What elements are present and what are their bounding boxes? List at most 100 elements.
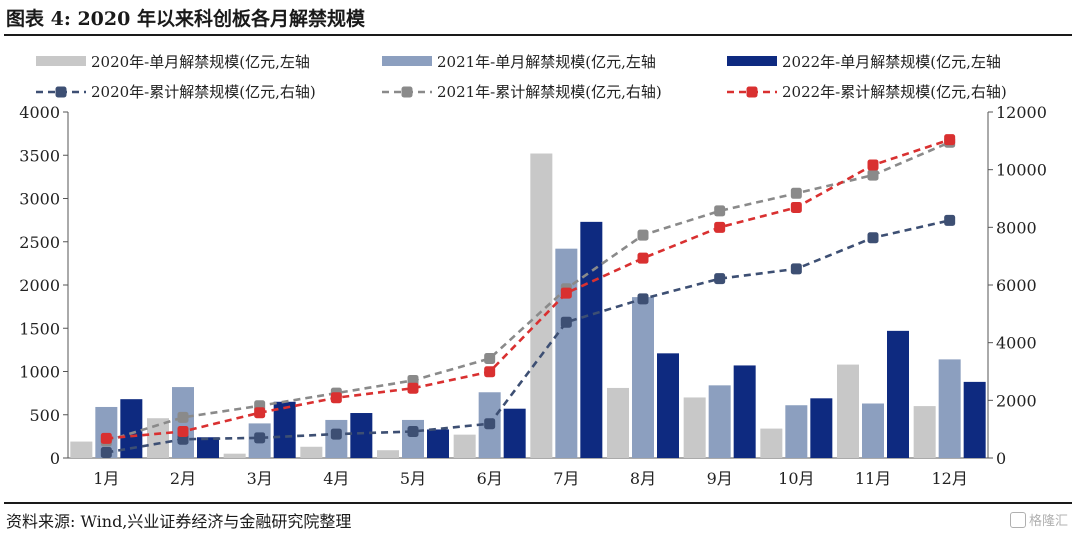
left-tick-label: 4000 <box>19 103 60 122</box>
bar-1-1 <box>70 441 93 458</box>
line-point-1-6 <box>484 418 496 430</box>
source-note: 资料来源: Wind,兴业证券经济与金融研究院整理 <box>6 512 352 531</box>
line-point-1-1 <box>100 447 112 459</box>
left-tick-label: 1000 <box>19 363 60 382</box>
x-tick-label: 6月 <box>477 469 503 488</box>
right-tick-label: 8000 <box>996 218 1037 237</box>
legend-swatch-bar-1 <box>36 56 86 66</box>
line-point-1-7 <box>560 316 572 328</box>
bar-2-7 <box>555 248 578 458</box>
line-point-1-5 <box>407 425 419 437</box>
bar-3-8 <box>657 353 679 458</box>
right-tick-label: 10000 <box>996 161 1047 180</box>
right-tick-label: 12000 <box>996 103 1047 122</box>
legend-swatch-bar-2 <box>382 56 432 66</box>
right-tick-label: 4000 <box>996 334 1037 353</box>
legend-label-line-2: 2021年-累计解禁规模(亿元,右轴) <box>437 83 662 101</box>
line-point-3-8 <box>637 252 649 264</box>
bars-group <box>70 153 986 458</box>
line-point-1-11 <box>867 232 879 244</box>
line-series-2 <box>105 141 951 443</box>
bar-3-10 <box>810 398 833 458</box>
line-point-3-11 <box>867 159 879 171</box>
x-tick-label: 5月 <box>400 469 426 488</box>
legend-label-bar-2: 2021年-单月解禁规模(亿元,左轴 <box>437 53 656 71</box>
legend: 2020年-单月解禁规模(亿元,左轴 2021年-单月解禁规模(亿元,左轴 2022… <box>36 53 1007 101</box>
line-point-3-2 <box>177 425 189 437</box>
bar-2-10 <box>785 405 808 458</box>
lines-group <box>100 134 956 459</box>
x-tick-label: 2月 <box>170 469 196 488</box>
line-point-1-10 <box>790 263 802 275</box>
left-tick-label: 500 <box>29 406 60 425</box>
line-point-3-6 <box>484 366 496 378</box>
line-point-2-10 <box>790 187 802 199</box>
line-point-3-4 <box>330 392 342 404</box>
bar-3-3 <box>273 401 296 458</box>
chart-axes: 0 500 1000 1500 2000 2500 3000 3500 4000 0 2000 400… <box>19 103 1047 488</box>
bar-1-10 <box>760 428 783 458</box>
right-tick-label: 0 <box>996 449 1006 468</box>
line-point-1-12 <box>944 214 956 226</box>
legend-swatch-bar-3 <box>727 56 777 66</box>
x-tick-label: 1月 <box>93 469 119 488</box>
line-point-3-12 <box>944 134 956 146</box>
line-point-3-7 <box>560 287 572 299</box>
bar-3-5 <box>427 429 449 458</box>
line-point-3-9 <box>714 221 726 233</box>
legend-label-bar-3: 2022年-单月解禁规模(亿元,左轴 <box>782 53 1001 71</box>
bar-1-5 <box>377 450 399 458</box>
bar-3-7 <box>580 221 603 458</box>
x-tick-label: 9月 <box>707 469 733 488</box>
x-tick-label: 12月 <box>931 469 967 488</box>
left-tick-label: 1500 <box>19 319 60 338</box>
bar-2-5 <box>402 419 424 458</box>
legend-marker-line-1 <box>55 86 67 98</box>
left-tick-label: 3500 <box>19 146 60 165</box>
bar-3-11 <box>887 330 909 458</box>
line-point-3-3 <box>254 407 266 419</box>
watermark-text: 格隆汇 <box>1028 514 1068 529</box>
bar-2-9 <box>708 385 731 458</box>
bar-1-11 <box>837 364 859 458</box>
legend-marker-line-3 <box>746 86 758 98</box>
x-tick-label: 11月 <box>855 469 891 488</box>
bar-2-11 <box>862 403 884 458</box>
legend-marker-line-2 <box>401 86 413 98</box>
line-point-1-4 <box>330 428 342 440</box>
line-point-1-9 <box>714 273 726 285</box>
footer-rule <box>4 502 1072 504</box>
bar-3-6 <box>503 408 526 458</box>
line-point-2-2 <box>177 411 189 423</box>
x-tick-label: 8月 <box>630 469 656 488</box>
right-tick-label: 6000 <box>996 276 1037 295</box>
bar-3-12 <box>963 381 986 458</box>
x-tick-label: 3月 <box>247 469 273 488</box>
bar-2-8 <box>632 297 654 458</box>
bar-1-12 <box>913 406 936 458</box>
right-tick-label: 2000 <box>996 391 1037 410</box>
left-tick-label: 3000 <box>19 190 60 209</box>
bar-3-2 <box>197 437 219 458</box>
line-point-2-8 <box>637 229 649 241</box>
figure-title: 图表 4: 2020 年以来科创板各月解禁规模 <box>6 8 365 30</box>
line-point-3-5 <box>407 382 419 394</box>
line-point-2-11 <box>867 169 879 181</box>
bar-1-9 <box>683 397 706 458</box>
bar-1-2 <box>147 418 169 458</box>
line-point-1-3 <box>254 432 266 444</box>
bar-1-7 <box>530 153 553 458</box>
left-tick-label: 2000 <box>19 276 60 295</box>
bar-1-8 <box>607 387 629 458</box>
x-tick-label: 10月 <box>778 469 814 488</box>
legend-label-bar-1: 2020年-单月解禁规模(亿元,左轴 <box>91 53 310 71</box>
legend-label-line-3: 2022年-累计解禁规模(亿元,右轴) <box>782 83 1007 101</box>
line-point-2-9 <box>714 205 726 217</box>
bar-line-chart: 2020年-单月解禁规模(亿元,左轴 2021年-单月解禁规模(亿元,左轴 2022… <box>19 53 1047 488</box>
left-tick-label: 2500 <box>19 233 60 252</box>
legend-label-line-1: 2020年-累计解禁规模(亿元,右轴) <box>91 83 316 101</box>
bar-3-4 <box>350 413 373 458</box>
bar-1-4 <box>300 446 323 458</box>
bar-2-12 <box>938 359 961 458</box>
bar-3-9 <box>733 365 756 458</box>
